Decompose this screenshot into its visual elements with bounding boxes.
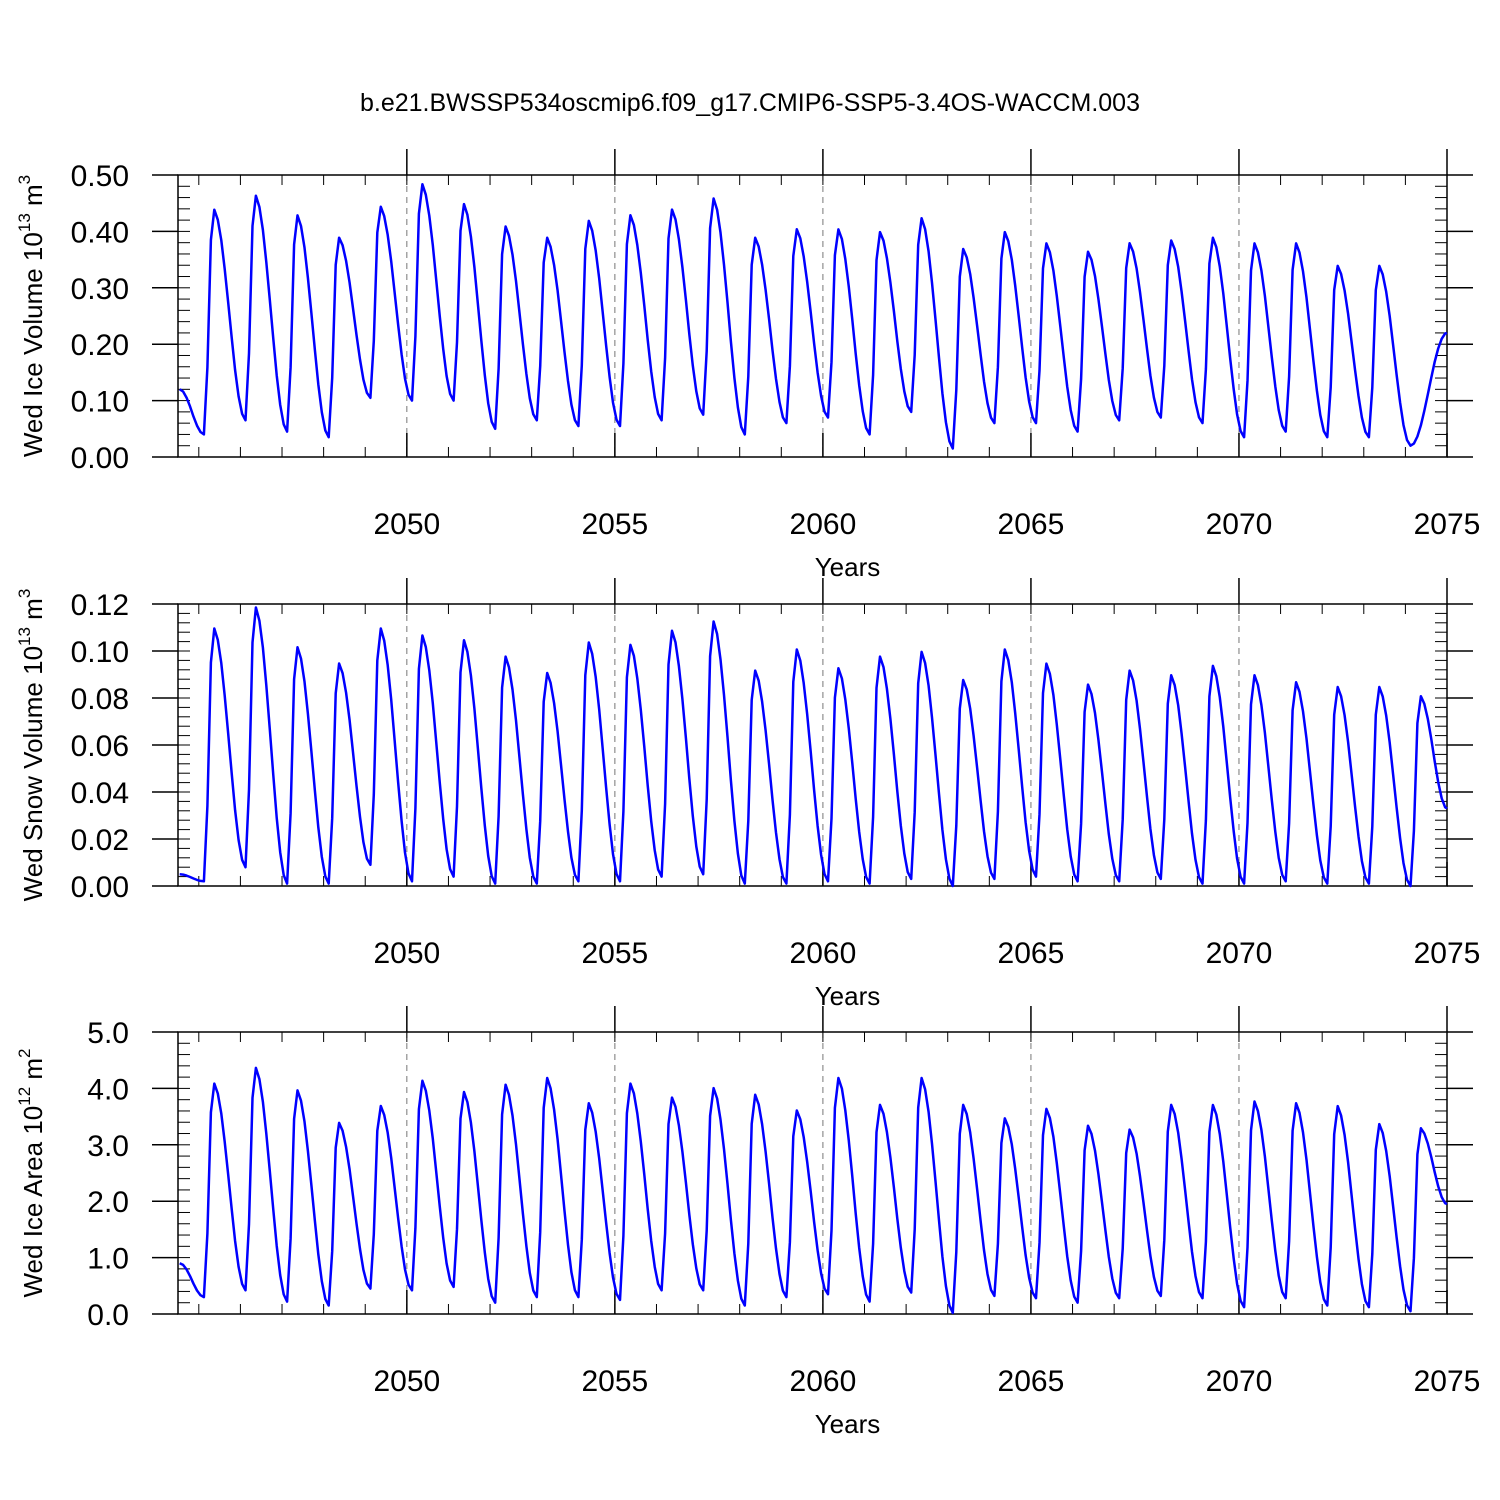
y-tick-label-0.00: 0.00	[71, 442, 129, 475]
series-line-ice-area	[179, 1066, 1448, 1315]
x-tick-label-2065: 2065	[998, 508, 1065, 541]
panel-snow-volume: 0.00 0.02 0.04 0.06 0.08 0.10 0.12 2050 2055 2060…	[15, 578, 1480, 1011]
x-tick-label-2060: 2060	[790, 937, 857, 970]
x-axis-title: Years	[815, 552, 881, 582]
x-tick-label-2065: 2065	[998, 937, 1065, 970]
y-tick-label-0.00: 0.00	[71, 871, 129, 904]
y-tick-label-0.04: 0.04	[71, 777, 129, 810]
x-tick-label-2070: 2070	[1206, 508, 1273, 541]
y-axis-title: Wed Snow Volume 1013 m3	[15, 589, 48, 902]
panel-ice-volume: 0.00 0.10 0.20 0.30 0.40 0.50 2050 2055 2060 2065…	[15, 149, 1480, 582]
x-tick-label-2075: 2075	[1414, 937, 1481, 970]
series-line-ice-volume	[179, 183, 1448, 450]
x-tick-label-2050: 2050	[373, 937, 440, 970]
x-tick-label-2075: 2075	[1414, 508, 1481, 541]
series-line-snow-volume	[179, 606, 1448, 888]
x-tick-label-2060: 2060	[790, 508, 857, 541]
y-axis-title: Wed Ice Area 1012 m2	[15, 1048, 48, 1297]
y-tick-label-1.0: 1.0	[87, 1243, 129, 1276]
y-tick-label-4.0: 4.0	[87, 1073, 129, 1106]
y-tick-label-0.10: 0.10	[71, 386, 129, 419]
figure-title: b.e21.BWSSP534oscmip6.f09_g17.CMIP6-SSP5…	[360, 89, 1140, 117]
y-tick-label-0.40: 0.40	[71, 216, 129, 249]
x-tick-label-2055: 2055	[581, 1365, 648, 1398]
plot-frame	[177, 1031, 1448, 1315]
y-tick-label-5.0: 5.0	[87, 1017, 129, 1050]
x-tick-label-2075: 2075	[1414, 1365, 1481, 1398]
x-tick-label-2055: 2055	[581, 508, 648, 541]
y-tick-label-0.20: 0.20	[71, 329, 129, 362]
plot-frame	[177, 174, 1448, 458]
y-tick-label-2.0: 2.0	[87, 1186, 129, 1219]
y-tick-label-0.0: 0.0	[87, 1299, 129, 1332]
x-tick-label-2055: 2055	[581, 937, 648, 970]
x-tick-label-2065: 2065	[998, 1365, 1065, 1398]
x-axis-title: Years	[815, 1409, 881, 1439]
y-tick-label-0.06: 0.06	[71, 730, 129, 763]
x-axis-title: Years	[815, 981, 881, 1011]
y-tick-label-0.02: 0.02	[71, 824, 129, 857]
y-tick-label-0.08: 0.08	[71, 683, 129, 716]
y-axis-title: Wed Ice Volume 1013 m3	[15, 175, 48, 457]
panel-ice-area: 0.0 1.0 2.0 3.0 4.0 5.0 2050 2055 2060 2065 2070 20…	[15, 1006, 1480, 1439]
y-tick-label-0.50: 0.50	[71, 160, 129, 193]
y-tick-label-0.12: 0.12	[71, 589, 129, 622]
y-tick-label-0.30: 0.30	[71, 273, 129, 306]
x-tick-label-2070: 2070	[1206, 1365, 1273, 1398]
x-tick-label-2050: 2050	[373, 1365, 440, 1398]
x-tick-label-2050: 2050	[373, 508, 440, 541]
y-tick-label-3.0: 3.0	[87, 1130, 129, 1163]
plot-frame	[177, 603, 1448, 887]
x-tick-label-2070: 2070	[1206, 937, 1273, 970]
y-tick-label-0.10: 0.10	[71, 636, 129, 669]
x-tick-label-2060: 2060	[790, 1365, 857, 1398]
